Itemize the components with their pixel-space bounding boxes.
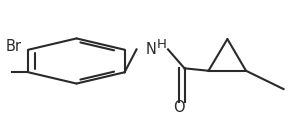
Text: H: H [157,38,167,51]
Text: N: N [146,42,156,57]
Text: Br: Br [6,39,22,54]
Text: O: O [173,100,184,115]
